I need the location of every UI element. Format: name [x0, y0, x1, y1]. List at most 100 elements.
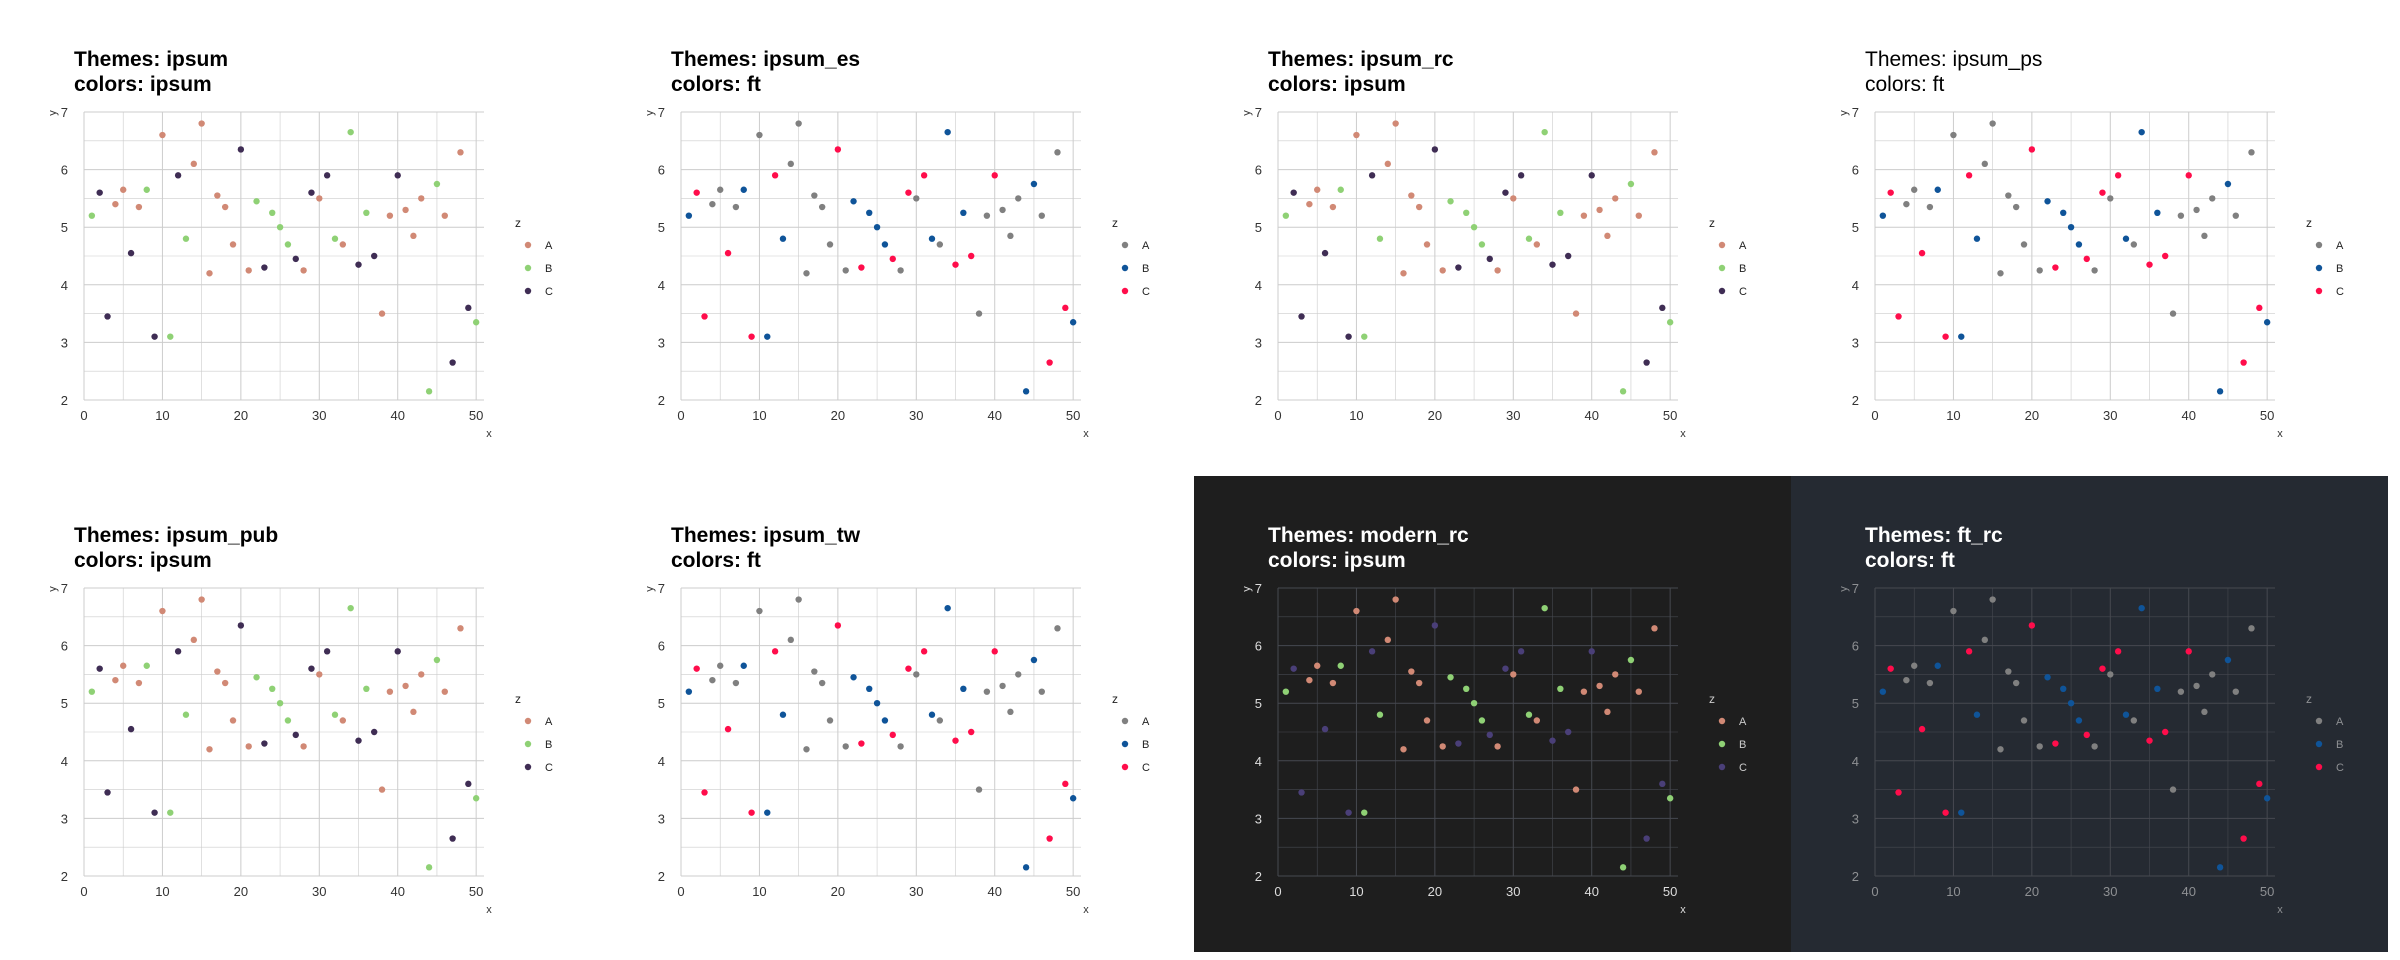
legend-key-C: [2315, 763, 2323, 771]
panel-background: [0, 476, 597, 952]
data-point-B: [960, 685, 967, 692]
data-point-C: [2185, 172, 2192, 179]
data-point-A: [1054, 149, 1061, 156]
data-point-A: [2169, 310, 2177, 317]
data-point-C: [96, 189, 103, 196]
data-point-A: [2177, 688, 2185, 695]
data-point-C: [1046, 835, 1053, 842]
legend-label-A: A: [1739, 716, 1747, 728]
x-tick-label: 0: [1871, 884, 1878, 899]
legend-label-A: A: [545, 716, 553, 728]
x-axis-label: x: [1083, 428, 1089, 440]
x-tick-label: 30: [909, 408, 923, 423]
data-point-A: [135, 203, 143, 211]
chart-subtitle: colors: ft: [671, 73, 761, 96]
data-point-A: [1989, 596, 1996, 603]
data-point-B: [779, 235, 787, 242]
legend-title: z: [1112, 692, 1118, 706]
x-tick-label: 40: [2181, 408, 2195, 423]
data-point-A: [1950, 131, 1957, 139]
y-tick-label: 6: [1852, 163, 1859, 178]
data-point-A: [1384, 160, 1392, 168]
y-axis-label: y: [47, 586, 59, 592]
data-point-C: [308, 189, 315, 196]
chart-subtitle: colors: ipsum: [74, 73, 212, 96]
data-point-B: [928, 235, 936, 242]
legend-key-B: [1121, 264, 1129, 272]
data-point-C: [1918, 249, 1926, 257]
data-point-C: [858, 740, 865, 747]
data-point-B: [363, 209, 370, 216]
data-point-A: [2107, 671, 2114, 678]
data-point-A: [709, 200, 716, 208]
legend-label-A: A: [1142, 240, 1150, 252]
data-point-A: [2130, 241, 2138, 248]
data-point-C: [748, 809, 755, 816]
data-point-A: [1408, 668, 1415, 675]
y-tick-label: 2: [1852, 869, 1859, 884]
y-tick-label: 4: [1255, 754, 1262, 769]
x-axis-label: x: [486, 428, 492, 440]
data-point-A: [842, 267, 849, 274]
data-point-C: [1290, 665, 1297, 672]
y-tick-label: 5: [1255, 696, 1262, 711]
data-point-A: [112, 200, 119, 208]
chart-subtitle: colors: ft: [671, 549, 761, 572]
data-point-C: [2114, 172, 2122, 179]
x-tick-label: 40: [1584, 408, 1598, 423]
data-point-C: [394, 172, 401, 179]
legend-key-A: [1121, 241, 1129, 249]
data-point-C: [991, 648, 998, 655]
data-point-C: [2161, 252, 2169, 260]
data-point-A: [913, 195, 920, 202]
data-point-B: [1069, 319, 1077, 326]
chart-title: Themes: ipsum_rc: [1268, 48, 1454, 71]
chart-panel-2: Themes: ipsum_es colors: ft 0 10 20 30 40 50 2 3 4…: [597, 0, 1194, 476]
y-tick-label: 2: [658, 869, 665, 884]
data-point-C: [465, 304, 472, 312]
data-point-A: [2177, 212, 2185, 219]
panel-background: [1791, 476, 2388, 952]
data-point-C: [1564, 252, 1572, 260]
data-point-B: [1934, 662, 1941, 669]
data-point-B: [1619, 388, 1627, 395]
data-point-C: [104, 313, 111, 320]
x-axis-label: x: [2277, 904, 2283, 916]
x-axis-label: x: [2277, 428, 2283, 440]
data-point-C: [858, 264, 865, 271]
legend-key-C: [524, 287, 532, 295]
data-point-A: [316, 671, 323, 678]
data-point-B: [425, 864, 433, 871]
data-point-B: [269, 209, 276, 216]
data-point-B: [253, 674, 260, 681]
y-axis-label: y: [47, 110, 59, 116]
data-point-C: [1345, 809, 1352, 816]
data-point-A: [418, 671, 425, 678]
legend-key-C: [524, 763, 532, 771]
data-point-A: [1572, 786, 1580, 793]
data-point-A: [457, 625, 464, 632]
legend-label-A: A: [545, 240, 553, 252]
data-point-C: [905, 665, 912, 672]
data-point-C: [1965, 648, 1973, 655]
data-point-B: [764, 333, 771, 340]
data-point-B: [1470, 700, 1478, 707]
y-tick-label: 3: [1852, 811, 1859, 826]
data-point-B: [1022, 388, 1030, 395]
data-point-B: [2067, 700, 2075, 707]
x-tick-label: 50: [1663, 408, 1677, 423]
chart-subtitle: colors: ft: [1865, 73, 1945, 96]
data-point-B: [866, 685, 873, 692]
x-tick-label: 40: [987, 408, 1001, 423]
y-tick-label: 4: [658, 754, 665, 769]
data-point-A: [1612, 195, 1619, 202]
data-point-A: [1306, 200, 1313, 208]
legend-title: z: [2306, 216, 2312, 230]
data-point-A: [2012, 679, 2020, 687]
data-point-A: [378, 310, 386, 317]
chart-title: Themes: ft_rc: [1865, 524, 2003, 547]
data-point-B: [1958, 809, 1965, 816]
legend-key-C: [1121, 287, 1129, 295]
data-point-B: [1030, 180, 1038, 188]
